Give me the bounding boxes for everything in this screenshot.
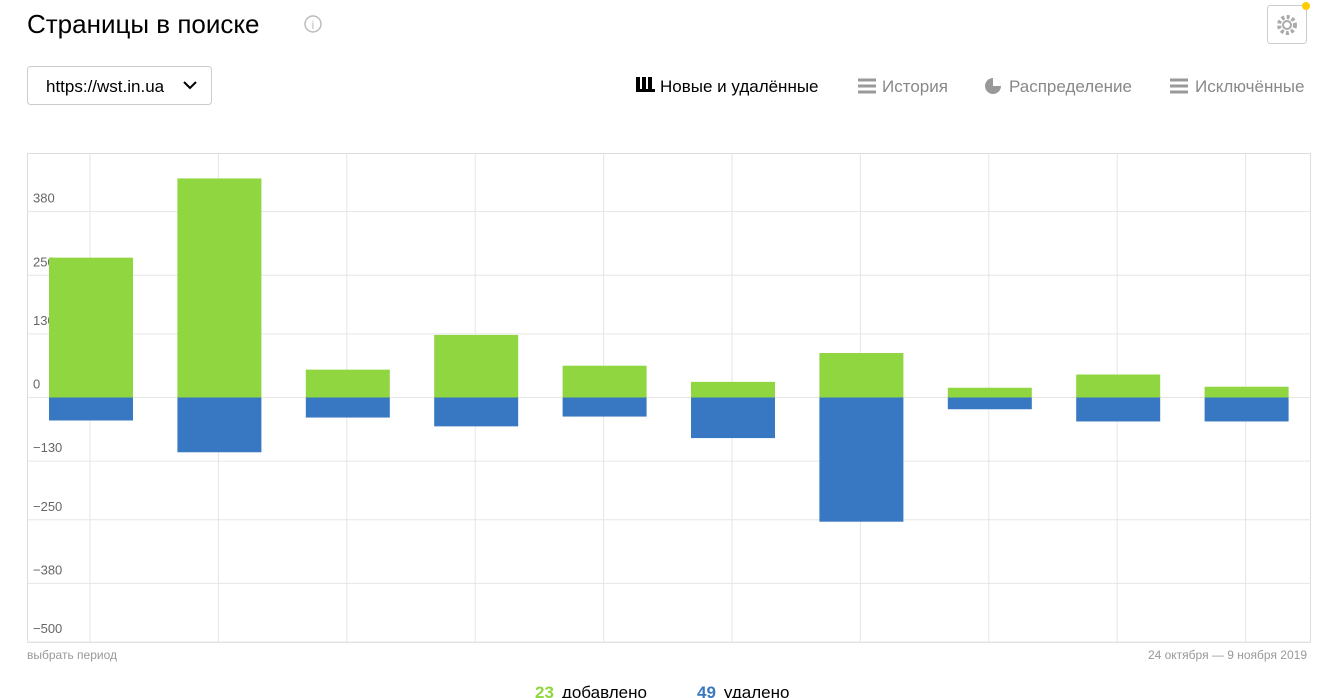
tab[interactable]: Распределение (985, 77, 1132, 96)
period-label: 24 октября — 9 ноября 2019 (1148, 648, 1307, 662)
bar (1076, 397, 1161, 422)
tab[interactable]: Исключённые (1170, 77, 1304, 96)
legend-name: удалено (724, 683, 790, 698)
legend-entry: 23 добавлено (535, 683, 647, 698)
bar (305, 397, 390, 418)
legend-total: 23 (535, 683, 554, 698)
legend-total: 49 (697, 683, 716, 698)
bar (819, 353, 904, 398)
bar (434, 334, 519, 398)
bar (305, 369, 390, 398)
bar (691, 381, 775, 398)
bar (177, 397, 262, 453)
y-tick-label: 380 (33, 191, 55, 206)
bar (1076, 374, 1161, 398)
y-tick-label: −500 (33, 621, 62, 636)
y-tick-label: −380 (33, 562, 62, 577)
bar (1204, 386, 1289, 398)
bar (177, 178, 262, 398)
y-tick-label: −250 (33, 499, 62, 514)
bar (562, 397, 647, 417)
bar (49, 397, 133, 421)
tab-label: Распределение (1009, 77, 1132, 96)
bar (691, 397, 775, 439)
y-tick-label: −130 (33, 440, 62, 455)
y-tick-label: 0 (33, 377, 40, 392)
site-select[interactable]: https://wst.in.ua (27, 66, 212, 105)
bar (434, 397, 519, 427)
bar (49, 257, 133, 398)
svg-text:i: i (312, 18, 315, 32)
page-title: Страницы в поиске (27, 9, 260, 39)
legend-name: добавлено (562, 683, 647, 698)
bar (1204, 397, 1289, 422)
bar (562, 365, 647, 398)
bar (947, 387, 1032, 398)
settings-button[interactable] (1267, 2, 1311, 44)
tab-label: Исключённые (1195, 77, 1304, 96)
tab-label: Новые и удалённые (660, 77, 819, 96)
period-link[interactable]: выбрать период (27, 648, 117, 662)
bar (947, 397, 1032, 410)
site-select-label: https://wst.in.ua (46, 77, 165, 96)
tab-label: История (882, 77, 948, 96)
info-icon[interactable]: i (304, 15, 322, 33)
tab[interactable]: История (858, 77, 948, 96)
tab[interactable]: Новые и удалённые (636, 77, 819, 96)
legend-entry: 49 удалено (697, 683, 789, 698)
bar (819, 397, 904, 522)
